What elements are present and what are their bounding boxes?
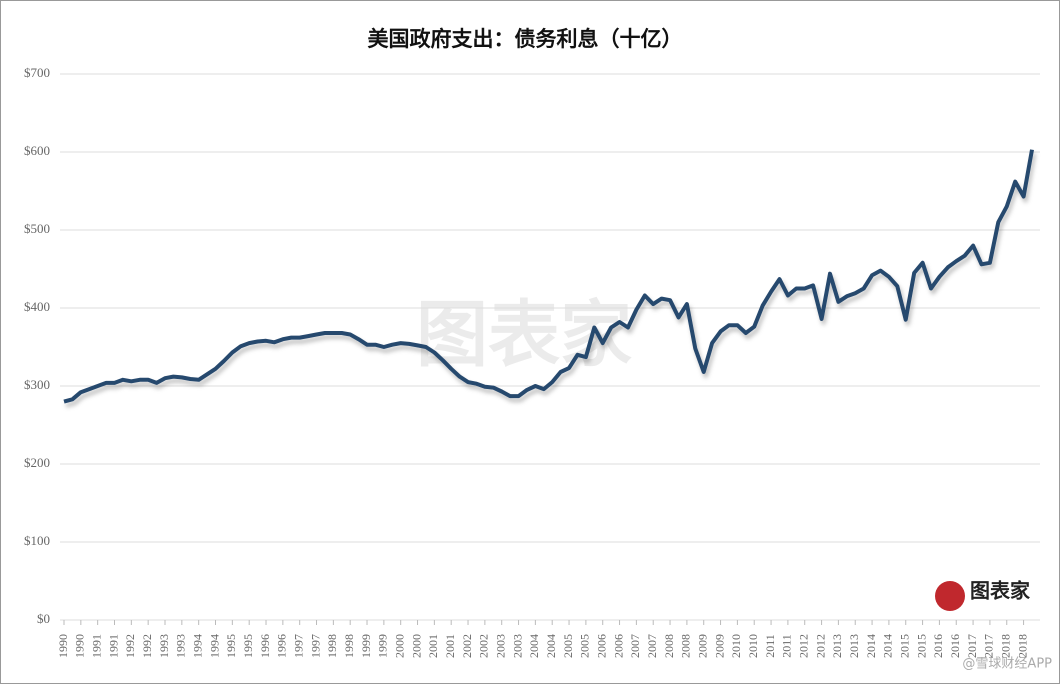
x-tick-label: 2013 [830,634,844,658]
x-tick-label: 1990 [56,634,70,658]
credit: @雪球财经APP [962,657,1052,672]
x-tick-label: 1994 [207,634,221,658]
x-tick-label: 2002 [460,634,474,658]
x-tick-label: 2003 [493,634,507,658]
x-tick-label: 2001 [443,634,457,658]
x-tick-label: 2017 [965,634,979,658]
x-tick-label: 2005 [578,634,592,658]
y-tick-label: $0 [37,611,50,626]
line-series [63,149,1034,404]
x-tick-label: 2016 [931,634,945,658]
x-tick-label: 2013 [847,634,861,658]
y-tick-label: $500 [24,221,50,236]
x-tick-label: 2018 [1015,634,1029,658]
y-tick-label: $100 [24,533,50,548]
x-tick-label: 2000 [409,634,423,658]
x-tick-label: 2016 [948,634,962,658]
y-tick-label: $400 [24,299,50,314]
y-tick-label: $700 [24,65,50,80]
y-tick-label: $200 [24,455,50,470]
x-tick-label: 2009 [712,634,726,658]
x-tick-label: 1997 [291,634,305,658]
x-tick-label: 2007 [645,634,659,658]
x-tick-label: 2018 [998,634,1012,658]
x-tick-label: 1995 [241,634,255,658]
x-tick-label: 1990 [73,634,87,658]
x-tick-label: 2003 [510,634,524,658]
x-tick-label: 2008 [662,634,676,658]
x-tick-label: 1991 [106,634,120,658]
x-tick-label: 2002 [477,634,491,658]
y-tick-label: $600 [24,143,50,158]
x-tick-label: 2011 [763,634,777,658]
x-tick-label: 2014 [864,634,878,658]
x-tick-label: 1992 [123,634,137,658]
x-tick-label: 2012 [796,634,810,658]
x-tick-label: 2010 [729,634,743,658]
x-tick-label: 1998 [342,634,356,658]
x-tick-label: 2015 [897,634,911,658]
x-tick-label: 1995 [224,634,238,658]
x-tick-label: 2004 [544,634,558,658]
x-tick-label: 2005 [561,634,575,658]
x-tick-label: 1993 [157,634,171,658]
chart-title: 美国政府支出：债务利息（十亿） [368,27,683,51]
x-tick-label: 1992 [140,634,154,658]
x-tick-label: 2017 [982,634,996,658]
x-tick-label: 1993 [174,634,188,658]
x-tick-label: 1998 [325,634,339,658]
x-tick-label: 2009 [695,634,709,658]
x-tick-label: 2006 [594,634,608,658]
x-tick-label: 2008 [679,634,693,658]
x-tick-label: 1996 [275,634,289,658]
x-tick-label: 2004 [527,634,541,658]
x-tick-label: 1999 [376,634,390,658]
x-tick-label: 2001 [426,634,440,658]
x-tick-label: 2015 [914,634,928,658]
logo-text: 图表家 [970,579,1031,603]
x-tick-label: 2006 [611,634,625,658]
x-tick-label: 1994 [190,634,204,658]
x-tick-label: 2010 [746,634,760,658]
x-tick-label: 2007 [628,634,642,658]
x-tick-label: 2000 [392,634,406,658]
x-tick-label: 2012 [813,634,827,658]
x-tick-label: 1999 [359,634,373,658]
logo-icon [935,581,965,611]
x-tick-label: 2011 [780,634,794,658]
x-tick-label: 2014 [881,634,895,658]
x-tick-label: 1997 [308,634,322,658]
y-tick-label: $300 [24,377,50,392]
x-tick-label: 1996 [258,634,272,658]
x-tick-label: 1991 [89,634,103,658]
